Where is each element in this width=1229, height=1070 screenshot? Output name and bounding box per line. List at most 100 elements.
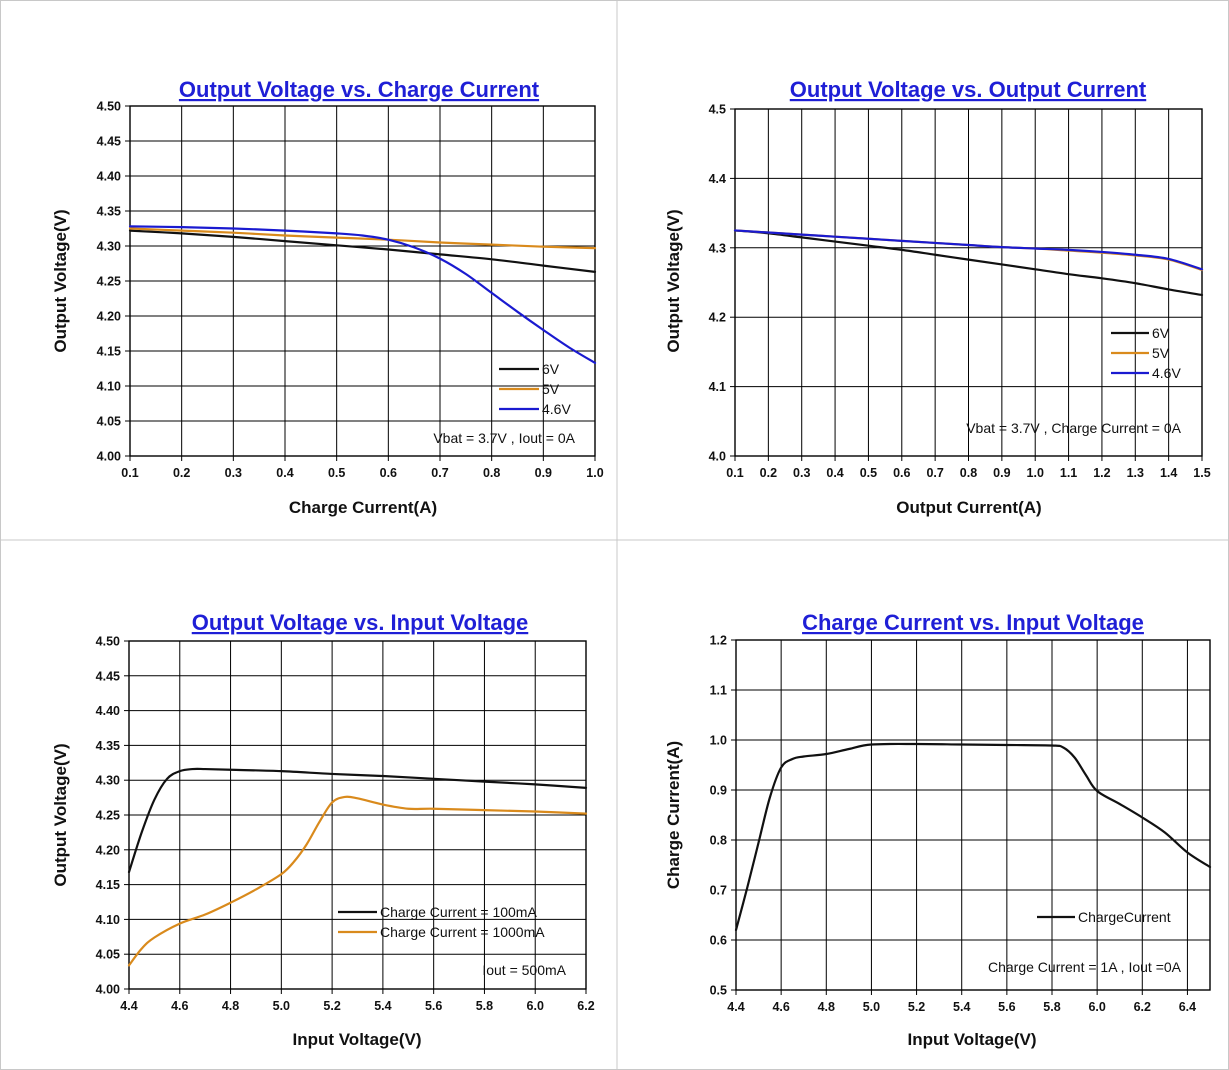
y-tick-label: 4.05 — [96, 948, 120, 962]
y-tick-label: 4.30 — [97, 240, 121, 254]
y-tick-label: 0.5 — [710, 984, 727, 998]
legend-label-100ma: Charge Current = 100mA — [380, 904, 537, 920]
chart-output-voltage-vs-output-current: Output Voltage vs. Output Current Output… — [664, 77, 1211, 517]
x-tick-label: 1.0 — [586, 466, 603, 480]
x-tick-label: 0.4 — [276, 466, 293, 480]
x-tick-label: 4.4 — [727, 1000, 744, 1014]
y-tick-label: 4.25 — [97, 275, 121, 289]
legend-label-4-6v: 4.6V — [1152, 365, 1181, 381]
x-tick-label: 4.6 — [171, 999, 188, 1013]
x-tick-label: 6.2 — [1134, 1000, 1151, 1014]
y-tick-label: 4.2 — [709, 311, 726, 325]
plot-frame — [735, 639, 1211, 991]
axis-ticks — [731, 639, 1188, 995]
x-tick-label: 4.8 — [818, 1000, 835, 1014]
y-tick-label: 4.10 — [96, 913, 120, 927]
series-line-chargecurrent — [734, 742, 1212, 932]
x-tick-label: 5.6 — [998, 1000, 1015, 1014]
x-axis-label: Output Current(A) — [896, 498, 1041, 517]
x-axis-label: Charge Current(A) — [289, 498, 437, 517]
tick-labels: 4.4 4.6 4.8 5.0 5.2 5.4 5.6 5.8 6.0 6.2 6.4 0.5 0.6 0… — [710, 634, 1197, 1015]
y-tick-label: 4.00 — [97, 450, 121, 464]
chart-annotation: Vbat = 3.7V , Charge Current = 0A — [966, 420, 1181, 436]
y-tick-label: 4.4 — [709, 172, 726, 186]
x-tick-label: 5.4 — [374, 999, 391, 1013]
chart-output-voltage-vs-charge-current: Output Voltage vs. Charge Current Charge… — [51, 77, 604, 517]
series-lines — [127, 767, 588, 967]
tick-labels: 4.4 4.6 4.8 5.0 5.2 5.4 5.6 5.8 6.0 6.2 4.00 4.05 4.… — [96, 635, 595, 1014]
x-tick-label: 0.6 — [380, 466, 397, 480]
y-tick-label: 1.2 — [710, 634, 727, 648]
x-tick-label: 0.1 — [726, 466, 743, 480]
y-tick-label: 4.40 — [97, 170, 121, 184]
x-tick-label: 6.4 — [1179, 1000, 1196, 1014]
x-tick-label: 1.3 — [1127, 466, 1144, 480]
y-tick-label: 4.45 — [97, 135, 121, 149]
x-tick-label: 0.8 — [483, 466, 500, 480]
y-tick-label: 4.10 — [97, 380, 121, 394]
series-lines — [128, 225, 597, 364]
legend-label-5v: 5V — [542, 381, 560, 397]
x-tick-label: 4.4 — [120, 999, 137, 1013]
y-tick-label: 4.30 — [96, 774, 120, 788]
x-tick-label: 0.2 — [760, 466, 777, 480]
x-tick-label: 6.0 — [527, 999, 544, 1013]
series-line-charge-current-1000ma — [127, 795, 588, 967]
tick-labels: 0.1 0.2 0.3 0.4 0.5 0.6 0.7 0.8 0.9 1.0 4.00 4.05 4.… — [97, 100, 604, 481]
y-tick-label: 4.25 — [96, 809, 120, 823]
legend: 6V 5V 4.6V — [1111, 325, 1181, 381]
x-tick-label: 0.1 — [121, 466, 138, 480]
x-tick-label: 5.0 — [863, 1000, 880, 1014]
x-tick-label: 5.0 — [273, 999, 290, 1013]
legend: Charge Current = 100mA Charge Current = … — [338, 904, 545, 940]
tick-labels: 0.1 0.2 0.3 0.4 0.5 0.6 0.7 0.8 0.9 1.0 1.1 1.2 1.3 1… — [709, 103, 1211, 481]
y-tick-label: 4.45 — [96, 669, 120, 683]
x-tick-label: 5.8 — [476, 999, 493, 1013]
y-tick-label: 0.7 — [710, 884, 727, 898]
legend: ChargeCurrent — [1037, 909, 1171, 925]
chart-output-voltage-vs-input-voltage: Output Voltage vs. Input Voltage Input V… — [51, 610, 595, 1049]
y-tick-label: 4.05 — [97, 415, 121, 429]
series-line-4-6v — [733, 229, 1204, 271]
x-tick-label: 0.3 — [793, 466, 810, 480]
chart-annotation: Charge Current = 1A , Iout =0A — [988, 959, 1182, 975]
x-tick-label: 0.7 — [926, 466, 943, 480]
gridlines — [129, 105, 596, 457]
plot-frame — [734, 108, 1203, 457]
x-axis-label: Input Voltage(V) — [292, 1030, 421, 1049]
x-tick-label: 1.4 — [1160, 466, 1177, 480]
y-tick-label: 4.50 — [96, 635, 120, 649]
y-tick-label: 4.35 — [96, 739, 120, 753]
legend: 6V 5V 4.6V — [499, 361, 571, 417]
chart-annotation: Vbat = 3.7V , Iout = 0A — [433, 430, 575, 446]
x-tick-label: 0.2 — [173, 466, 190, 480]
x-tick-label: 0.3 — [225, 466, 242, 480]
x-tick-label: 5.2 — [908, 1000, 925, 1014]
x-tick-label: 0.5 — [860, 466, 877, 480]
chart-title: Charge Current vs. Input Voltage — [802, 610, 1144, 635]
y-tick-label: 0.6 — [710, 934, 727, 948]
x-tick-label: 0.8 — [960, 466, 977, 480]
plot-frame — [129, 105, 596, 457]
y-axis-label: Charge Current(A) — [664, 741, 683, 889]
y-tick-label: 4.0 — [709, 450, 726, 464]
y-tick-label: 4.5 — [709, 103, 726, 117]
series-line-6v — [128, 229, 597, 273]
x-tick-label: 0.4 — [826, 466, 843, 480]
y-tick-label: 0.9 — [710, 784, 727, 798]
axis-ticks — [124, 640, 587, 994]
x-axis-label: Input Voltage(V) — [907, 1030, 1036, 1049]
y-tick-label: 4.20 — [97, 310, 121, 324]
x-tick-label: 6.2 — [577, 999, 594, 1013]
y-axis-label: Output Voltage(V) — [51, 743, 70, 886]
chart-annotation: Iout = 500mA — [482, 962, 566, 978]
x-tick-label: 0.6 — [893, 466, 910, 480]
y-tick-label: 4.15 — [96, 878, 120, 892]
y-tick-label: 4.40 — [96, 704, 120, 718]
x-tick-label: 6.0 — [1088, 1000, 1105, 1014]
x-tick-label: 0.7 — [431, 466, 448, 480]
x-tick-label: 5.8 — [1043, 1000, 1060, 1014]
y-tick-label: 4.50 — [97, 100, 121, 114]
